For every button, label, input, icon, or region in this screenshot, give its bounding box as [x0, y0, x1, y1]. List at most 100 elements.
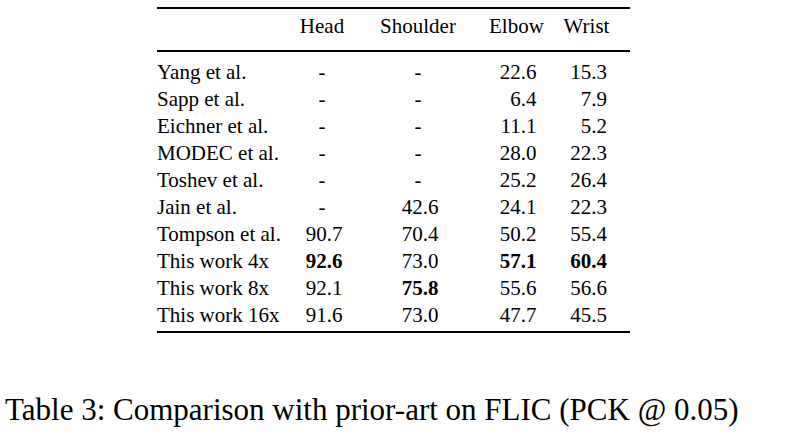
missing-value: - — [415, 168, 422, 192]
value-cell: 75.8 — [347, 276, 489, 301]
missing-value: - — [319, 60, 326, 84]
metric-value: 22.3 — [566, 195, 607, 220]
metric-value: 73.0 — [398, 249, 439, 274]
metric-value: 92.1 — [302, 276, 343, 301]
row-label: Eichner et al. — [157, 114, 297, 139]
value-cell: 42.6 — [347, 195, 489, 220]
metric-value: 11.1 — [496, 114, 537, 139]
value-cell: - — [347, 87, 489, 112]
value-cell: 28.0 — [489, 141, 543, 166]
metric-value: 28.0 — [496, 141, 537, 166]
metric-value: 70.4 — [398, 222, 439, 247]
value-cell: 73.0 — [347, 249, 489, 274]
row-label: Tompson et al. — [157, 222, 297, 247]
value-cell: 45.5 — [543, 303, 630, 328]
table-row: This work 16x91.6 73.0 47.7 45.5 — [157, 302, 630, 329]
metric-value: 60.4 — [566, 249, 607, 274]
value-cell: 56.6 — [543, 276, 630, 301]
metric-value: 91.6 — [302, 303, 343, 328]
row-label: This work 4x — [157, 249, 297, 274]
missing-value: - — [415, 141, 422, 165]
row-label: MODEC et al. — [157, 141, 297, 166]
value-cell: - — [297, 195, 347, 220]
value-cell: 90.7 — [297, 222, 347, 247]
metric-value: 22.3 — [566, 141, 607, 166]
value-cell: - — [347, 60, 489, 85]
table-caption: Table 3: Comparison with prior-art on FL… — [5, 393, 739, 427]
value-cell: 70.4 — [347, 222, 489, 247]
metric-value: 55.6 — [496, 276, 537, 301]
metric-value: 75.8 — [398, 276, 439, 301]
value-cell: 47.7 — [489, 303, 543, 328]
metric-value: 5.2 — [566, 114, 607, 139]
value-cell: 15.3 — [543, 60, 630, 85]
value-cell: 7.9 — [543, 87, 630, 112]
metric-value: 45.5 — [566, 303, 607, 328]
table-body: Yang et al.--22.615.3Sapp et al.--6.47.9… — [157, 52, 630, 331]
value-cell: 92.1 — [297, 276, 347, 301]
table-row: Sapp et al.--6.47.9 — [157, 86, 630, 113]
metric-value: 56.6 — [566, 276, 607, 301]
metric-value: 92.6 — [302, 249, 343, 274]
value-cell: - — [297, 168, 347, 193]
metric-value: 22.6 — [496, 60, 537, 85]
table-row: Tompson et al.90.7 70.4 50.2 55.4 — [157, 221, 630, 248]
value-cell: 73.0 — [347, 303, 489, 328]
metric-value: 24.1 — [496, 195, 537, 220]
value-cell: 60.4 — [543, 249, 630, 274]
missing-value: - — [415, 60, 422, 84]
metric-value: 73.0 — [398, 303, 439, 328]
table-header-row: HeadShoulderElbowWrist — [157, 9, 630, 50]
metric-value: 7.9 — [566, 87, 607, 112]
header-cell-shoulder: Shoulder — [347, 14, 489, 45]
value-cell: 55.6 — [489, 276, 543, 301]
value-cell: 22.6 — [489, 60, 543, 85]
metric-value: 90.7 — [302, 222, 343, 247]
value-cell: - — [297, 87, 347, 112]
missing-value: - — [319, 168, 326, 192]
metric-value: 15.3 — [566, 60, 607, 85]
value-cell: 24.1 — [489, 195, 543, 220]
metric-value: 57.1 — [496, 249, 537, 274]
row-label: Sapp et al. — [157, 87, 297, 112]
row-label: Toshev et al. — [157, 168, 297, 193]
flic-results-table: HeadShoulderElbowWrist Yang et al.--22.6… — [157, 7, 630, 333]
header-cell-wrist: Wrist — [543, 14, 630, 45]
value-cell: 91.6 — [297, 303, 347, 328]
row-label: This work 16x — [157, 303, 297, 328]
table-row: Jain et al.- 42.6 24.1 22.3 — [157, 194, 630, 221]
value-cell: 22.3 — [543, 141, 630, 166]
value-cell: 92.6 — [297, 249, 347, 274]
value-cell: - — [347, 114, 489, 139]
value-cell: 50.2 — [489, 222, 543, 247]
table-row: Eichner et al.--11.15.2 — [157, 113, 630, 140]
value-cell: 5.2 — [543, 114, 630, 139]
header-cell-head: Head — [297, 14, 347, 45]
missing-value: - — [415, 87, 422, 111]
table-row: This work 4x92.6 73.0 57.1 60.4 — [157, 248, 630, 275]
row-label: Yang et al. — [157, 60, 297, 85]
table-row: This work 8x92.175.855.656.6 — [157, 275, 630, 302]
missing-value: - — [319, 141, 326, 165]
value-cell: 11.1 — [489, 114, 543, 139]
metric-value: 50.2 — [496, 222, 537, 247]
metric-value: 26.4 — [566, 168, 607, 193]
value-cell: - — [297, 114, 347, 139]
value-cell: 55.4 — [543, 222, 630, 247]
metric-value: 42.6 — [398, 195, 439, 220]
table-row: Toshev et al.--25.226.4 — [157, 167, 630, 194]
header-cell-empty — [157, 27, 297, 33]
value-cell: 57.1 — [489, 249, 543, 274]
row-label: Jain et al. — [157, 195, 297, 220]
value-cell: - — [347, 168, 489, 193]
value-cell: 26.4 — [543, 168, 630, 193]
metric-value: 6.4 — [496, 87, 537, 112]
metric-value: 47.7 — [496, 303, 537, 328]
metric-value: 55.4 — [566, 222, 607, 247]
table-row: Yang et al.--22.615.3 — [157, 59, 630, 86]
table-bottom-rule — [157, 331, 630, 333]
value-cell: 25.2 — [489, 168, 543, 193]
missing-value: - — [319, 87, 326, 111]
missing-value: - — [415, 114, 422, 138]
missing-value: - — [319, 195, 326, 219]
